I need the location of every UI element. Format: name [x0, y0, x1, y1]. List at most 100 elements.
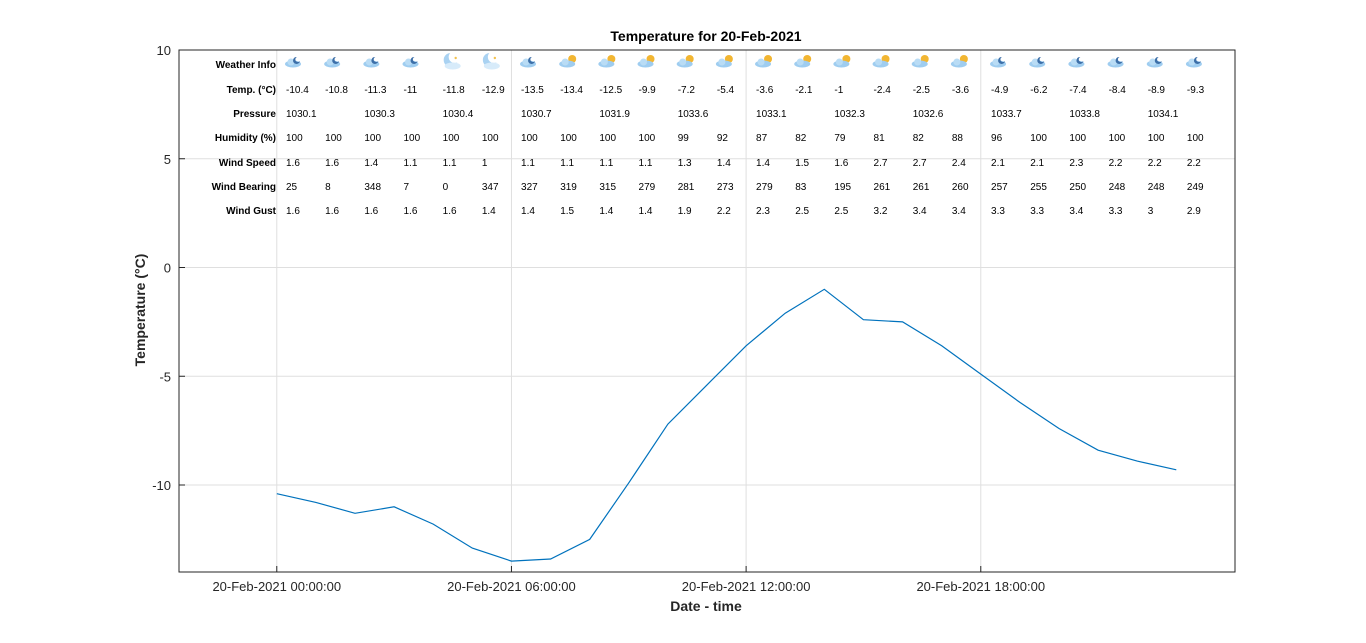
cloud-puff: [522, 58, 530, 66]
y-tick-label: 0: [164, 261, 171, 276]
cloud-puff: [992, 58, 1000, 66]
table-cell: 1034.1: [1148, 109, 1179, 120]
moon-shape: [410, 56, 418, 64]
cloud-puff: [1110, 58, 1118, 66]
table-cell: 1033.8: [1069, 109, 1100, 120]
table-cell: 82: [913, 133, 925, 144]
table-cell: 273: [717, 182, 734, 193]
axes-box: [178, 49, 1236, 573]
table-cell: 2.4: [952, 158, 966, 169]
cloud-puff: [600, 58, 608, 66]
cloud-puff: [914, 58, 922, 66]
table-cell: 1.6: [325, 158, 339, 169]
table-cell: 3.3: [1030, 206, 1044, 217]
table-cell: 3.4: [952, 206, 966, 217]
table-cell: 315: [599, 182, 616, 193]
table-cell: 100: [325, 133, 342, 144]
table-cell: 1.1: [404, 158, 418, 169]
temperature-point: [393, 506, 395, 508]
temperature-point: [471, 547, 473, 549]
moon-cloud-icon: [482, 51, 500, 70]
moon-shape: [528, 56, 536, 64]
moon-shape: [1115, 56, 1123, 64]
cloud-puff: [365, 58, 373, 66]
temperature-point: [276, 493, 278, 495]
temperature-point: [784, 312, 786, 314]
cloud-shape: [444, 62, 461, 70]
table-cell: 1.1: [639, 158, 653, 169]
table-cell: 100: [443, 133, 460, 144]
table-cell: 1.1: [521, 158, 535, 169]
table-cell: -12.9: [482, 85, 505, 96]
moon-shape: [998, 56, 1006, 64]
table-cell: 1.6: [404, 206, 418, 217]
cloud-night-icon: [1185, 56, 1202, 68]
temperature-point: [940, 345, 942, 347]
cloud-night-icon: [402, 56, 419, 68]
cloud-night-icon: [363, 56, 380, 68]
table-cell: 100: [521, 133, 538, 144]
table-cell: 99: [678, 133, 690, 144]
table-cell: -12.5: [599, 85, 622, 96]
cloud-night-icon: [1068, 56, 1085, 68]
temperature-point: [588, 538, 590, 540]
y-tick-label: -10: [152, 478, 171, 493]
table-cell: 2.2: [1187, 158, 1201, 169]
table-cell: 7: [404, 182, 410, 193]
table-cell: -7.4: [1069, 85, 1087, 96]
table-cell: 2.2: [1148, 158, 1162, 169]
table-cell: 1.5: [795, 158, 809, 169]
table-cell: 100: [560, 133, 577, 144]
cloud-puff: [326, 58, 334, 66]
table-cell: 3.3: [1109, 206, 1123, 217]
cloud-sun-icon: [715, 55, 733, 68]
cloud-sun-icon: [637, 55, 655, 68]
table-cell: 100: [364, 133, 381, 144]
table-row-label: Humidity (%): [215, 133, 276, 144]
table-cell: -3.6: [756, 85, 774, 96]
moon-shape: [1193, 56, 1201, 64]
table-cell: 92: [717, 133, 729, 144]
cloud-sun-icon: [794, 55, 812, 68]
table-cell: 100: [1030, 133, 1047, 144]
star-shape: [493, 56, 497, 60]
temperature-point: [862, 319, 864, 321]
table-cell: 3.2: [874, 206, 888, 217]
table-cell: 1030.3: [364, 109, 395, 120]
temperature-point: [1175, 469, 1177, 471]
table-cell: 100: [1148, 133, 1165, 144]
x-tick-label: 20-Feb-2021 06:00:00: [447, 579, 576, 594]
table-cell: 249: [1187, 182, 1204, 193]
table-cell: 1033.1: [756, 109, 787, 120]
table-cell: 96: [991, 133, 1003, 144]
table-cell: -1: [834, 85, 843, 96]
temperature-series: [276, 288, 1177, 562]
table-cell: 1030.7: [521, 109, 552, 120]
table-row-label: Wind Bearing: [212, 182, 276, 193]
table-cell: -10.4: [286, 85, 309, 96]
cloud-puff: [835, 58, 843, 66]
temperature-point: [1019, 401, 1021, 403]
table-cell: 100: [1187, 133, 1204, 144]
temperature-point: [549, 558, 551, 560]
table-cell: 348: [364, 182, 381, 193]
table-cell: 1.6: [286, 158, 300, 169]
x-tick-label: 20-Feb-2021 18:00:00: [916, 579, 1045, 594]
temperature-point: [706, 384, 708, 386]
table-cell: 1.4: [639, 206, 653, 217]
temperature-point: [432, 523, 434, 525]
table-cell: 1030.1: [286, 109, 317, 120]
table-cell: 1.4: [364, 158, 378, 169]
cloud-night-icon: [1107, 56, 1124, 68]
table-cell: 1.4: [521, 206, 535, 217]
table-cell: -11: [404, 85, 418, 96]
table-cell: 79: [834, 133, 846, 144]
table-cell: -8.9: [1148, 85, 1166, 96]
table-cell: 1.6: [325, 206, 339, 217]
table-cell: -9.3: [1187, 85, 1205, 96]
table-cell: -2.1: [795, 85, 813, 96]
cloud-sun-icon: [559, 55, 577, 68]
table-cell: -4.9: [991, 85, 1009, 96]
star-shape: [454, 56, 457, 60]
table-cell: 100: [1109, 133, 1126, 144]
